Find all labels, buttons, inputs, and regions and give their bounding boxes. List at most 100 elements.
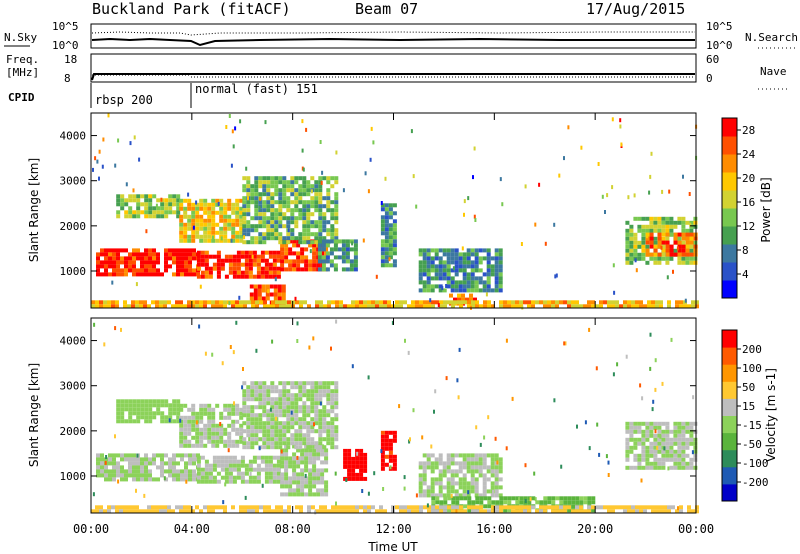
echo-cell [531, 300, 535, 305]
echo-cell [242, 381, 247, 386]
echo-cell [278, 236, 283, 241]
echo-cell [653, 453, 658, 458]
echo-cell [264, 270, 269, 275]
echo-cell [176, 210, 181, 215]
noise-speck [423, 254, 426, 258]
echo-cell [320, 492, 325, 497]
echo-cell [254, 413, 259, 418]
echo-cell [339, 304, 343, 309]
noise-speck [301, 148, 304, 153]
echo-cell [379, 509, 383, 514]
echo-cell [498, 493, 503, 498]
noise-speck [114, 434, 116, 439]
echo-cell [434, 272, 439, 277]
echo-cell [258, 437, 263, 442]
echo-cell [673, 441, 678, 446]
echo-cell [314, 441, 319, 446]
echo-cell [211, 238, 216, 243]
echo-cell [450, 453, 455, 458]
echo-cell [235, 214, 240, 219]
echo-cell [280, 460, 285, 465]
noise-speck [651, 407, 654, 412]
echo-cell [322, 425, 327, 430]
echo-cell [446, 260, 451, 265]
echo-cell [308, 488, 313, 493]
echo-cell [326, 409, 331, 414]
echo-cell [290, 176, 295, 181]
echo-cell [462, 493, 467, 498]
noise-speck [231, 129, 234, 134]
echo-cell [326, 413, 331, 418]
echo-cell [236, 467, 241, 472]
echo-cell [446, 272, 451, 277]
echo-cell [665, 433, 670, 438]
echo-cell [527, 500, 532, 505]
echo-cell [267, 505, 271, 510]
echo-cell [611, 505, 615, 510]
echo-cell [450, 276, 455, 281]
echo-cell [474, 252, 479, 257]
echo-cell [124, 407, 129, 412]
echo-cell [223, 431, 228, 436]
echo-cell [471, 509, 475, 514]
echo-cell [450, 256, 455, 261]
echo-cell [649, 429, 654, 434]
echo-cell [454, 288, 459, 293]
echo-cell [104, 248, 108, 253]
colorbar-swatch [722, 244, 737, 263]
echo-cell [486, 288, 491, 293]
echo-cell [539, 509, 543, 514]
echo-cell [439, 500, 444, 505]
echo-cell [220, 266, 225, 271]
echo-cell [132, 198, 137, 203]
echo-cell [288, 484, 293, 489]
echo-cell [274, 180, 279, 185]
echo-cell [689, 457, 694, 462]
echo-region [418, 453, 503, 498]
echo-cell [120, 256, 124, 261]
echo-cell [111, 300, 115, 305]
echo-cell [486, 256, 491, 261]
noise-speck [633, 193, 636, 198]
echo-cell [695, 300, 699, 305]
echo-cell [353, 263, 358, 268]
echo-cell [315, 300, 319, 305]
echo-cell [216, 258, 221, 263]
echo-cell [242, 397, 247, 402]
echo-cell [657, 228, 662, 233]
echo-cell [426, 256, 431, 261]
echo-cell [191, 222, 196, 227]
echo-cell [312, 251, 317, 256]
echo-cell [216, 270, 221, 275]
echo-cell [324, 456, 329, 461]
echo-cell [669, 220, 674, 225]
noise-speck [195, 200, 198, 205]
echo-cell [115, 304, 119, 309]
echo-cell [689, 429, 694, 434]
echo-cell [653, 425, 658, 430]
echo-cell [286, 236, 291, 241]
echo-cell [236, 463, 241, 468]
echo-cell [191, 423, 196, 428]
nave-tick-low: 0 [706, 72, 713, 85]
freq-tick-high: 18 [64, 53, 77, 66]
echo-cell [160, 469, 164, 474]
echo-cell [308, 267, 313, 272]
echo-cell [276, 471, 281, 476]
echo-cell [677, 461, 682, 466]
colorbar-tick-label: 20 [742, 172, 755, 185]
noise-speck [163, 476, 166, 481]
echo-cell [167, 505, 171, 510]
echo-cell [329, 259, 334, 264]
echo-cell [231, 403, 236, 408]
echo-cell [519, 304, 523, 309]
echo-cell [454, 256, 459, 261]
echo-cell [539, 505, 543, 510]
echo-cell [231, 238, 236, 243]
echo-cell [284, 492, 289, 497]
echo-cell [637, 457, 642, 462]
echo-cell [120, 477, 124, 482]
echo-cell [296, 239, 301, 244]
echo-cell [286, 188, 291, 193]
